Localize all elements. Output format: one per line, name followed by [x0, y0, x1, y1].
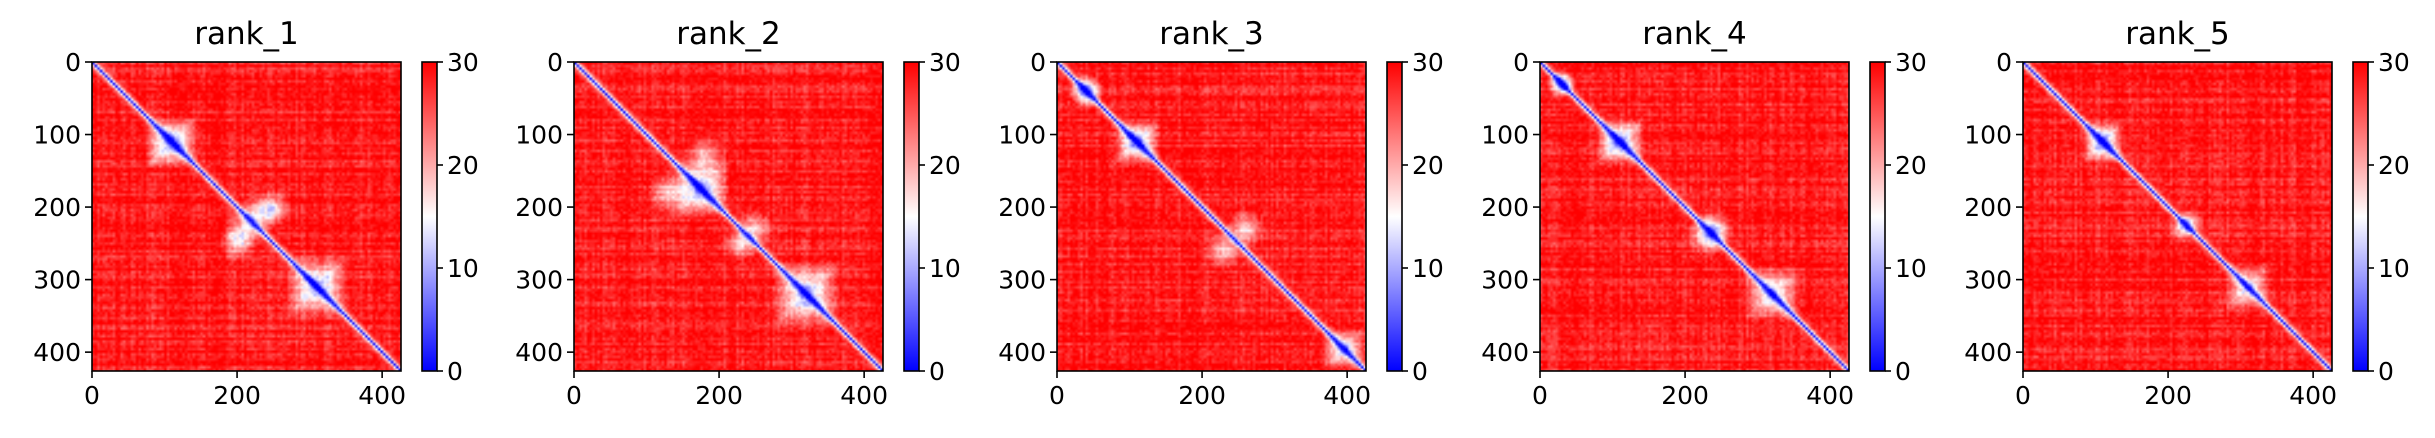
- colorbar: [422, 62, 437, 371]
- colorbar-tick-label: 10: [929, 254, 961, 283]
- y-tick-label: 200: [1964, 193, 2012, 222]
- colorbar-tick-label: 20: [2378, 151, 2410, 180]
- x-tick-label: 400: [2289, 381, 2337, 410]
- y-tick-label: 100: [515, 121, 563, 150]
- y-tick-label: 100: [1964, 121, 2012, 150]
- y-tick-label: 0: [1513, 48, 1529, 77]
- y-tick-label: 100: [33, 121, 81, 150]
- panel-title: rank_2: [676, 16, 781, 52]
- colorbar-tick-label: 0: [1412, 357, 1428, 386]
- colorbar-tick-label: 10: [447, 254, 479, 283]
- colorbar-tick-label: 10: [1895, 254, 1927, 283]
- y-tick-label: 200: [998, 193, 1046, 222]
- x-tick-label: 0: [2015, 381, 2031, 410]
- colorbar-tick-label: 10: [1412, 254, 1444, 283]
- y-tick-label: 0: [1030, 48, 1046, 77]
- x-tick-label: 0: [84, 381, 100, 410]
- y-tick-label: 200: [1481, 193, 1529, 222]
- panel-title: rank_1: [194, 16, 299, 52]
- colorbar-tick-label: 0: [929, 357, 945, 386]
- colorbar-frame: [1386, 61, 1403, 372]
- colorbar-tick-label: 0: [1895, 357, 1911, 386]
- colorbar-frame: [421, 61, 438, 372]
- colorbar: [2353, 62, 2368, 371]
- y-tick-label: 200: [33, 193, 81, 222]
- x-tick-label: 200: [695, 381, 743, 410]
- y-tick-label: 400: [1481, 338, 1529, 367]
- colorbar-frame: [903, 61, 920, 372]
- y-tick-label: 300: [515, 266, 563, 295]
- colorbar-tick-label: 0: [2378, 357, 2394, 386]
- y-tick-label: 400: [515, 338, 563, 367]
- colorbar: [904, 62, 919, 371]
- plot-frame: [1056, 61, 1367, 372]
- colorbar-tick-label: 0: [447, 357, 463, 386]
- y-tick-label: 0: [547, 48, 563, 77]
- colorbar-tick-label: 30: [447, 48, 479, 77]
- x-tick-label: 0: [1532, 381, 1548, 410]
- y-tick-label: 300: [998, 266, 1046, 295]
- colorbar-tick-label: 30: [2378, 48, 2410, 77]
- y-tick-label: 100: [998, 121, 1046, 150]
- y-tick-label: 100: [1481, 121, 1529, 150]
- heatmap-image: [92, 62, 401, 371]
- colorbar-tick-label: 30: [929, 48, 961, 77]
- y-tick-label: 0: [65, 48, 81, 77]
- x-tick-label: 400: [840, 381, 888, 410]
- x-tick-label: 400: [1806, 381, 1854, 410]
- x-tick-label: 400: [358, 381, 406, 410]
- x-tick-label: 200: [213, 381, 261, 410]
- heatmap-image: [1540, 62, 1849, 371]
- colorbar-tick-label: 20: [929, 151, 961, 180]
- y-tick-label: 400: [998, 338, 1046, 367]
- colorbar-tick-label: 20: [1412, 151, 1444, 180]
- y-tick-label: 300: [1964, 266, 2012, 295]
- heatmap-image: [2023, 62, 2332, 371]
- x-tick-label: 200: [1178, 381, 1226, 410]
- panel-title: rank_3: [1159, 16, 1264, 52]
- colorbar: [1870, 62, 1885, 371]
- y-tick-label: 400: [33, 338, 81, 367]
- colorbar: [1387, 62, 1402, 371]
- plot-frame: [573, 61, 884, 372]
- panel-title: rank_4: [1642, 16, 1747, 52]
- x-tick-label: 200: [1661, 381, 1709, 410]
- plot-frame: [1539, 61, 1850, 372]
- panel-title: rank_5: [2125, 16, 2230, 52]
- heatmap-image: [574, 62, 883, 371]
- y-tick-label: 0: [1996, 48, 2012, 77]
- x-tick-label: 200: [2144, 381, 2192, 410]
- plot-frame: [2022, 61, 2333, 372]
- colorbar-tick-label: 10: [2378, 254, 2410, 283]
- y-tick-label: 400: [1964, 338, 2012, 367]
- heatmap-image: [1057, 62, 1366, 371]
- colorbar-tick-label: 20: [447, 151, 479, 180]
- y-tick-label: 300: [1481, 266, 1529, 295]
- x-tick-label: 0: [1049, 381, 1065, 410]
- colorbar-tick-label: 30: [1412, 48, 1444, 77]
- colorbar-tick-label: 20: [1895, 151, 1927, 180]
- x-tick-label: 400: [1323, 381, 1371, 410]
- colorbar-frame: [2352, 61, 2369, 372]
- x-tick-label: 0: [566, 381, 582, 410]
- plot-frame: [91, 61, 402, 372]
- y-tick-label: 200: [515, 193, 563, 222]
- colorbar-tick-label: 30: [1895, 48, 1927, 77]
- y-tick-label: 300: [33, 266, 81, 295]
- colorbar-frame: [1869, 61, 1886, 372]
